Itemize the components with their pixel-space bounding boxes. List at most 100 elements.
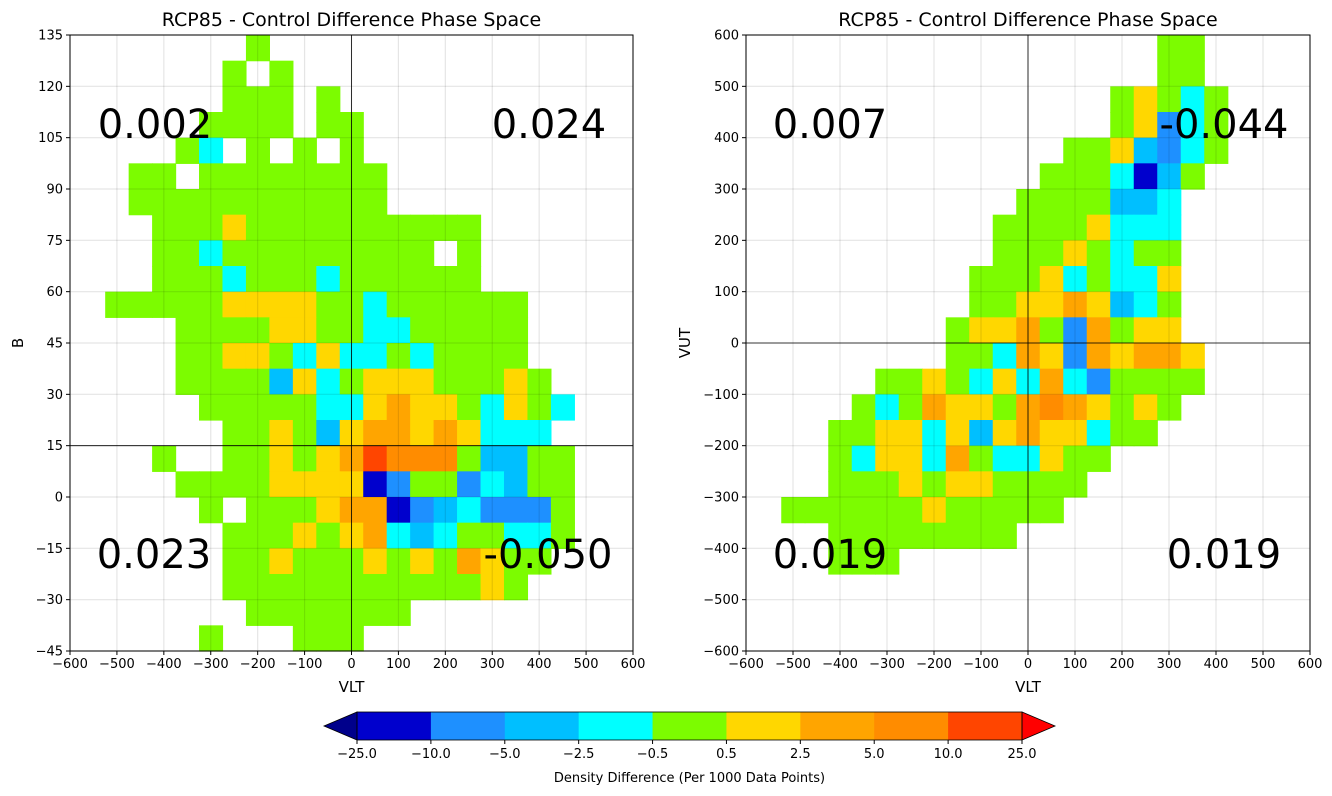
left-heatmap-cell — [410, 240, 435, 267]
left-heatmap-cell — [433, 471, 458, 498]
left-x-tick-label: −600 — [52, 657, 88, 672]
left-heatmap-cell — [222, 240, 247, 267]
right-heatmap-cell — [992, 394, 1017, 421]
colorbar-segment — [357, 712, 432, 740]
right-heatmap-cell — [1110, 420, 1135, 447]
right-heatmap-cell — [1180, 163, 1205, 190]
right-heatmap-cell — [1039, 163, 1064, 190]
left-heatmap-cell — [269, 86, 294, 113]
right-heatmap-cell — [875, 497, 900, 524]
right-heatmap-cell — [1180, 368, 1205, 395]
right-heatmap-cell — [1063, 394, 1088, 421]
left-x-tick-label: −500 — [99, 657, 135, 672]
right-x-tick-label: −400 — [822, 657, 858, 672]
colorbar-tick-label: 0.5 — [716, 747, 737, 762]
right-heatmap-cell — [1110, 240, 1135, 267]
left-heatmap-cell — [386, 214, 411, 241]
right-heatmap-cell — [1039, 291, 1064, 318]
right-heatmap-cell — [1157, 112, 1182, 139]
left-heatmap-cell — [457, 291, 482, 318]
left-heatmap-cell — [503, 394, 529, 421]
right-heatmap-cell — [1157, 394, 1182, 421]
right-heatmap-cell — [1157, 317, 1182, 344]
left-heatmap-cell — [269, 394, 294, 421]
right-heatmap-cell — [875, 368, 900, 395]
right-y-tick-label: −400 — [703, 542, 739, 557]
left-quadrant-value-top-right: 0.024 — [492, 102, 607, 148]
right-heatmap-cell — [875, 522, 900, 549]
left-heatmap-cell — [386, 266, 411, 293]
right-y-tick-label: 400 — [714, 131, 739, 146]
left-heatmap-cell — [269, 445, 294, 472]
left-x-tick-label: 100 — [386, 657, 411, 672]
left-heatmap-cell — [292, 420, 317, 447]
left-heatmap-cell — [433, 266, 458, 293]
right-heatmap-cell — [1039, 368, 1064, 395]
right-heatmap-cell — [922, 522, 947, 549]
left-heatmap-cell — [292, 240, 317, 267]
left-heatmap-cell — [269, 214, 294, 241]
right-y-tick-label: −300 — [703, 491, 739, 506]
colorbar-over-arrow — [1021, 711, 1057, 741]
left-heatmap-cell — [292, 548, 317, 575]
left-heatmap-cell — [457, 574, 482, 601]
left-heatmap-cell — [245, 214, 270, 241]
left-heatmap-cell — [363, 163, 388, 190]
right-heatmap-cell — [1063, 445, 1088, 472]
right-heatmap-cell — [1086, 343, 1111, 370]
right-heatmap-cell — [1110, 214, 1135, 241]
right-heatmap-cell — [828, 548, 853, 575]
right-heatmap-cell — [1204, 137, 1229, 164]
left-heatmap-cell — [503, 317, 529, 344]
left-x-axis-label: VLT — [339, 678, 366, 696]
left-heatmap-cell — [503, 291, 529, 318]
left-heatmap-cell — [316, 574, 341, 601]
left-heatmap-cell — [199, 214, 224, 241]
right-heatmap-cell — [969, 420, 994, 447]
left-x-tick-label: 600 — [621, 657, 646, 672]
right-heatmap-cell — [945, 522, 970, 549]
left-heatmap-cell — [222, 214, 247, 241]
left-heatmap-cell — [457, 343, 482, 370]
left-heatmap-cell — [245, 471, 270, 498]
right-heatmap-cell — [1039, 189, 1064, 216]
right-heatmap-cell — [1039, 343, 1064, 370]
right-heatmap-cell — [828, 420, 853, 447]
left-heatmap-cell — [152, 291, 177, 318]
left-y-tick-label: 135 — [38, 29, 63, 44]
left-heatmap-cell — [433, 445, 458, 472]
right-heatmap-cell — [992, 240, 1017, 267]
right-heatmap-cell — [875, 548, 900, 575]
right-heatmap-cell — [1086, 394, 1111, 421]
left-heatmap-cell — [503, 368, 529, 395]
right-heatmap-cell — [945, 497, 970, 524]
left-heatmap-cell — [199, 497, 224, 524]
right-heatmap-cell — [969, 317, 994, 344]
left-heatmap-cell — [433, 394, 458, 421]
right-heatmap-cell — [1157, 266, 1182, 293]
left-heatmap-cell — [222, 266, 247, 293]
right-heatmap-cell — [1180, 35, 1205, 62]
right-heatmap-cell — [1133, 343, 1158, 370]
left-heatmap-cell — [316, 420, 341, 447]
right-heatmap-cell — [1086, 214, 1111, 241]
left-heatmap-cell — [386, 497, 411, 524]
left-heatmap-cell — [199, 189, 224, 216]
right-heatmap-cell — [1157, 60, 1182, 87]
left-heatmap-cell — [386, 240, 411, 267]
left-heatmap-cell — [363, 214, 388, 241]
left-heatmap-cell — [292, 625, 317, 652]
colorbar-tick-label: 5.0 — [864, 747, 885, 762]
left-heatmap-cell — [550, 445, 575, 472]
left-heatmap-cell — [269, 240, 294, 267]
right-quadrant-value-top-right: -0.044 — [1160, 102, 1289, 148]
left-heatmap-cell — [316, 368, 341, 395]
left-heatmap-cell — [433, 574, 458, 601]
colorbar-segment — [652, 712, 727, 740]
left-x-tick-label: 300 — [480, 657, 505, 672]
right-heatmap-cell — [1063, 317, 1088, 344]
right-heatmap-cell — [1157, 35, 1182, 62]
left-x-tick-label: −300 — [193, 657, 229, 672]
right-heatmap-cell — [969, 522, 994, 549]
left-heatmap-cell — [175, 240, 200, 267]
